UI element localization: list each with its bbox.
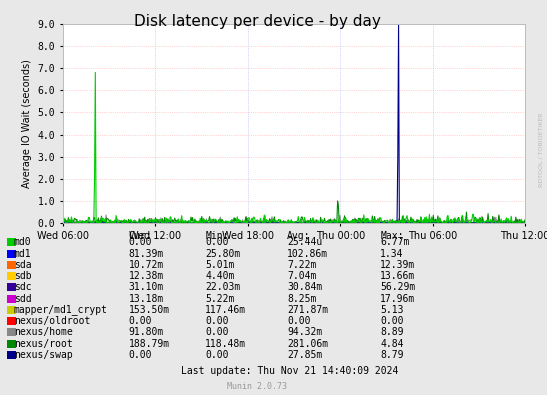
- Text: nexus/root: nexus/root: [14, 339, 72, 349]
- Text: 94.32m: 94.32m: [287, 327, 322, 337]
- Text: 0.00: 0.00: [205, 316, 229, 326]
- Y-axis label: Average IO Wait (seconds): Average IO Wait (seconds): [22, 59, 32, 188]
- Text: 0.00: 0.00: [205, 237, 229, 247]
- Text: 91.80m: 91.80m: [129, 327, 164, 337]
- Text: 153.50m: 153.50m: [129, 305, 170, 315]
- Text: 22.03m: 22.03m: [205, 282, 240, 292]
- Text: Disk latency per device - by day: Disk latency per device - by day: [133, 14, 381, 29]
- Text: 5.22m: 5.22m: [205, 293, 235, 304]
- Text: 0.00: 0.00: [380, 316, 404, 326]
- Text: 0.00: 0.00: [287, 316, 311, 326]
- Text: 0.00: 0.00: [205, 327, 229, 337]
- Text: Avg:: Avg:: [287, 231, 311, 241]
- Text: 188.79m: 188.79m: [129, 339, 170, 349]
- Text: RDTOOL / TOBIOETIKER: RDTOOL / TOBIOETIKER: [538, 113, 543, 187]
- Text: 118.48m: 118.48m: [205, 339, 246, 349]
- Text: 7.22m: 7.22m: [287, 260, 317, 270]
- Text: 25.80m: 25.80m: [205, 248, 240, 259]
- Text: sda: sda: [14, 260, 31, 270]
- Text: 1.34: 1.34: [380, 248, 404, 259]
- Text: Last update: Thu Nov 21 14:40:09 2024: Last update: Thu Nov 21 14:40:09 2024: [181, 366, 399, 376]
- Text: 0.00: 0.00: [205, 350, 229, 360]
- Text: 10.72m: 10.72m: [129, 260, 164, 270]
- Text: sdd: sdd: [14, 293, 31, 304]
- Text: Min:: Min:: [205, 231, 229, 241]
- Text: nexus/swap: nexus/swap: [14, 350, 72, 360]
- Text: 25.44u: 25.44u: [287, 237, 322, 247]
- Text: 5.01m: 5.01m: [205, 260, 235, 270]
- Text: 12.38m: 12.38m: [129, 271, 164, 281]
- Text: 5.13: 5.13: [380, 305, 404, 315]
- Text: Max:: Max:: [380, 231, 404, 241]
- Text: 102.86m: 102.86m: [287, 248, 328, 259]
- Text: 8.79: 8.79: [380, 350, 404, 360]
- Text: 8.25m: 8.25m: [287, 293, 317, 304]
- Text: Cur:: Cur:: [129, 231, 152, 241]
- Text: 271.87m: 271.87m: [287, 305, 328, 315]
- Text: md1: md1: [14, 248, 31, 259]
- Text: 27.85m: 27.85m: [287, 350, 322, 360]
- Text: 0.00: 0.00: [129, 316, 152, 326]
- Text: sdc: sdc: [14, 282, 31, 292]
- Text: Munin 2.0.73: Munin 2.0.73: [227, 382, 287, 391]
- Text: 6.77m: 6.77m: [380, 237, 410, 247]
- Text: 4.40m: 4.40m: [205, 271, 235, 281]
- Text: md0: md0: [14, 237, 31, 247]
- Text: mapper/md1_crypt: mapper/md1_crypt: [14, 305, 108, 315]
- Text: nexus/home: nexus/home: [14, 327, 72, 337]
- Text: 8.89: 8.89: [380, 327, 404, 337]
- Text: 281.06m: 281.06m: [287, 339, 328, 349]
- Text: 56.29m: 56.29m: [380, 282, 415, 292]
- Text: 17.96m: 17.96m: [380, 293, 415, 304]
- Text: 12.39m: 12.39m: [380, 260, 415, 270]
- Text: 0.00: 0.00: [129, 237, 152, 247]
- Text: 7.04m: 7.04m: [287, 271, 317, 281]
- Text: 81.39m: 81.39m: [129, 248, 164, 259]
- Text: 31.10m: 31.10m: [129, 282, 164, 292]
- Text: 117.46m: 117.46m: [205, 305, 246, 315]
- Text: 30.84m: 30.84m: [287, 282, 322, 292]
- Text: sdb: sdb: [14, 271, 31, 281]
- Text: 0.00: 0.00: [129, 350, 152, 360]
- Text: 13.18m: 13.18m: [129, 293, 164, 304]
- Text: 4.84: 4.84: [380, 339, 404, 349]
- Text: 13.66m: 13.66m: [380, 271, 415, 281]
- Text: nexus/oldroot: nexus/oldroot: [14, 316, 90, 326]
